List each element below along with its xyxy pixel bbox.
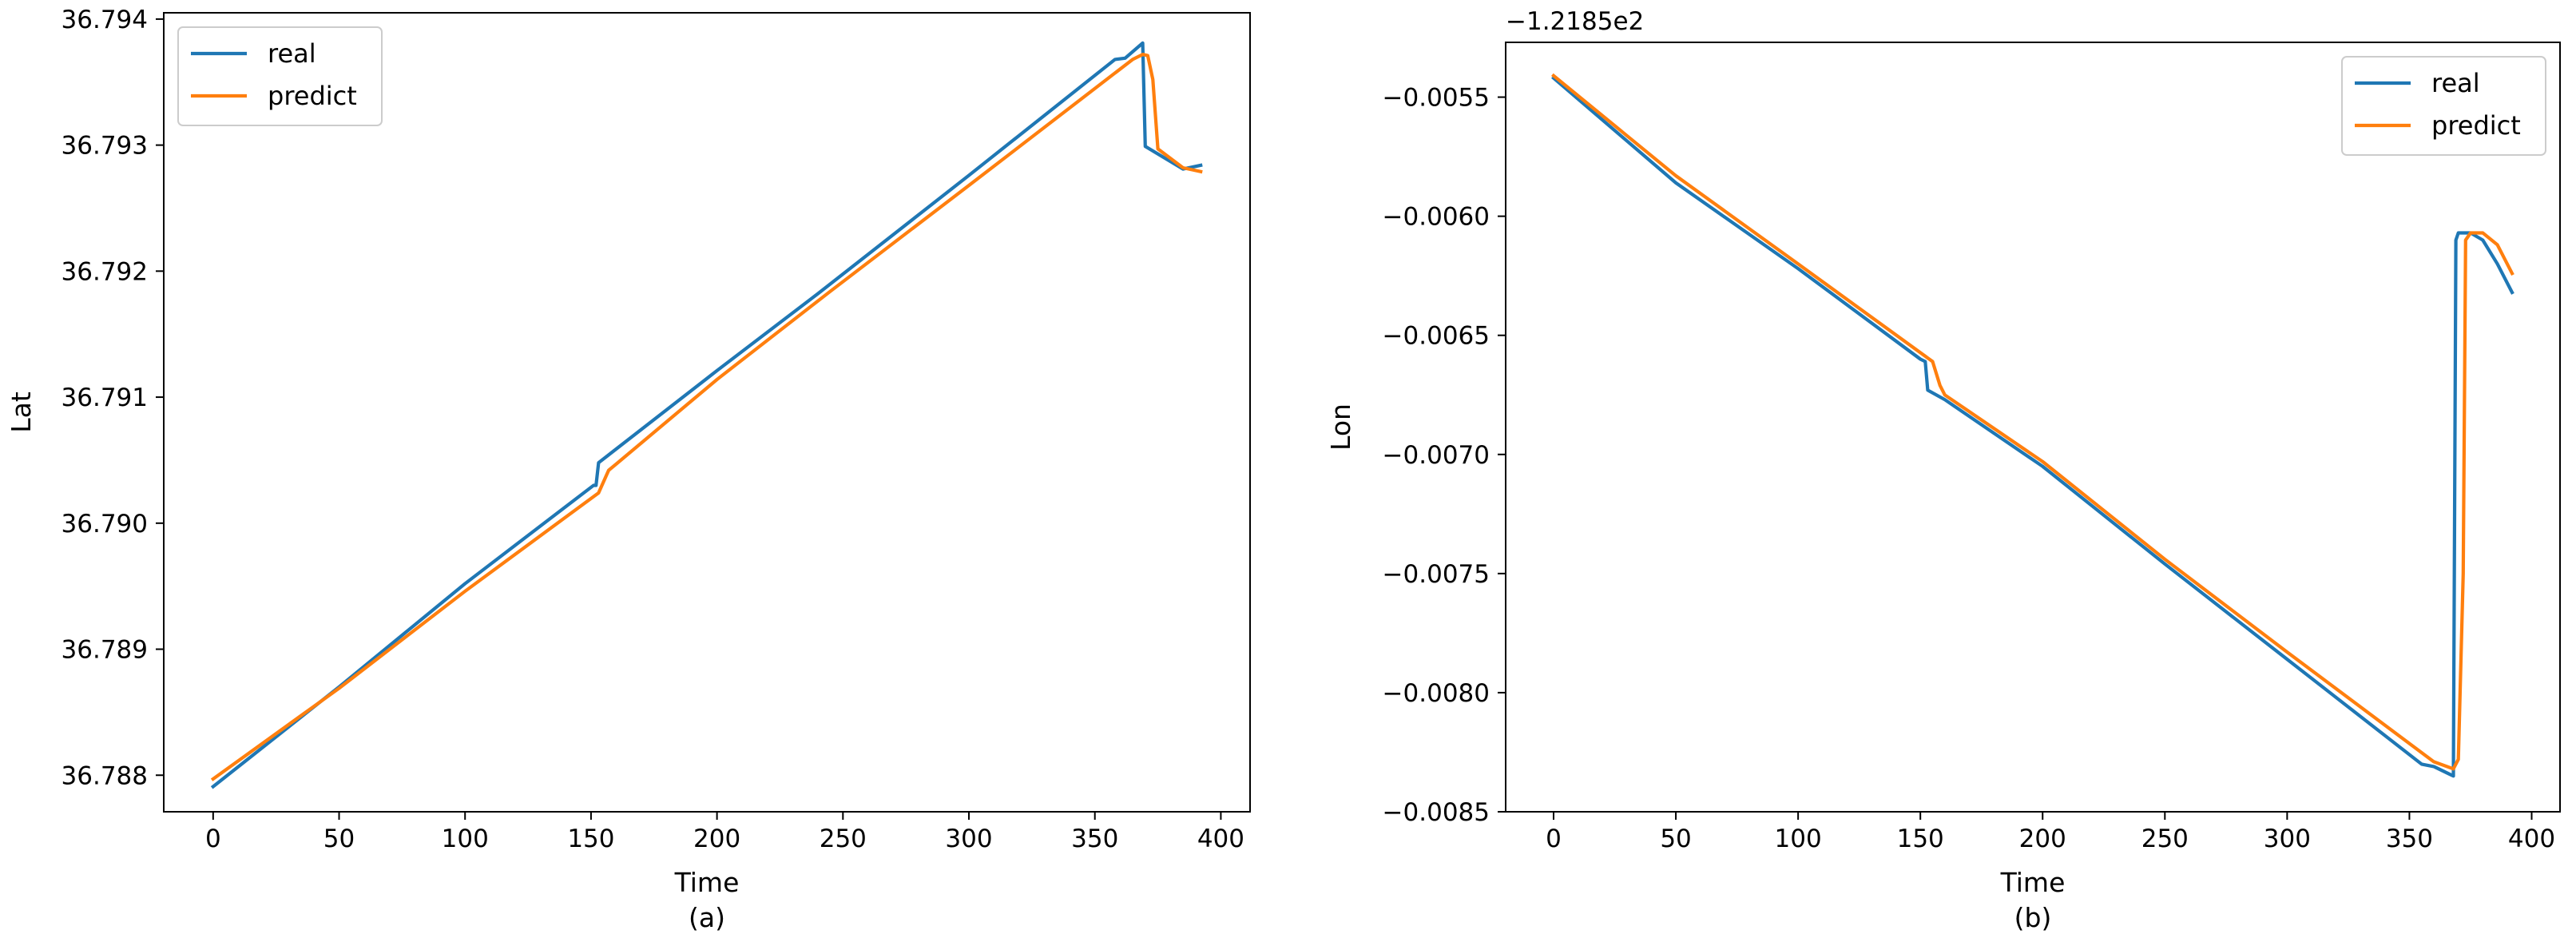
right-offset-text: −1.2185e2 <box>1506 7 1644 36</box>
right-y-tick-label: −0.0075 <box>1383 560 1490 589</box>
left-y-tick-label: 36.789 <box>62 636 148 665</box>
left-x-tick-label: 50 <box>323 825 355 853</box>
left-legend-label-predict: predict <box>268 81 357 111</box>
right-x-tick-label: 100 <box>1775 825 1822 853</box>
right-y-tick-label: −0.0070 <box>1383 441 1490 470</box>
right-series-real-line <box>1551 75 2514 778</box>
left-y-tick-label: 36.793 <box>62 132 148 161</box>
right-x-tick-label: 350 <box>2386 825 2433 853</box>
right-chart: 0 50 100 150 200 250 300 350 400 −0.0085 −0.0080 −0… <box>1325 7 2561 933</box>
left-x-tick-label: 400 <box>1197 825 1244 853</box>
right-y-tick-label: −0.0060 <box>1383 203 1490 232</box>
left-chart: 0 50 100 150 200 250 300 350 400 36.788 36.789 36.7… <box>6 6 1251 933</box>
left-y-tick-label: 36.794 <box>62 6 148 34</box>
left-x-tick-label: 350 <box>1071 825 1118 853</box>
left-x-tick-label: 300 <box>945 825 992 853</box>
right-x-tick-label: 300 <box>2264 825 2311 853</box>
left-x-tick-label: 200 <box>693 825 740 853</box>
right-caption: (b) <box>2014 902 2052 933</box>
right-series-predict-line <box>1551 73 2514 771</box>
left-series-real-line <box>210 41 1203 789</box>
left-legend: real predict <box>177 26 383 126</box>
left-x-tick-label: 250 <box>820 825 867 853</box>
left-caption: (a) <box>689 902 725 933</box>
right-axes-frame <box>1505 42 2561 813</box>
left-legend-label-real: real <box>268 38 316 69</box>
right-x-tick-label: 50 <box>1660 825 1691 853</box>
right-x-tick-label: 400 <box>2508 825 2555 853</box>
left-x-tick-label: 150 <box>567 825 614 853</box>
left-x-tick-label: 0 <box>205 825 221 853</box>
right-legend-box <box>2341 56 2546 156</box>
right-y-axis-label: Lon <box>1325 403 1356 451</box>
right-y-tick-label: −0.0065 <box>1383 322 1490 351</box>
right-y-tick-label: −0.0055 <box>1383 84 1490 113</box>
right-legend: real predict <box>2341 56 2546 156</box>
left-y-tick-label: 36.790 <box>62 510 148 539</box>
right-legend-label-real: real <box>2431 68 2480 98</box>
right-x-axis-label: Time <box>2000 867 2066 898</box>
left-y-tick-label: 36.791 <box>62 384 148 412</box>
right-x-tick-label: 250 <box>2141 825 2189 853</box>
right-y-tick-label: −0.0085 <box>1383 798 1490 827</box>
left-series-predict-line <box>210 52 1203 781</box>
left-x-tick-label: 100 <box>442 825 489 853</box>
left-y-tick-label: 36.788 <box>62 761 148 790</box>
left-axes-frame <box>163 12 1251 813</box>
right-x-tick-label: 200 <box>2019 825 2066 853</box>
left-y-axis-label: Lat <box>6 391 37 433</box>
left-x-axis-label: Time <box>674 867 740 898</box>
left-y-tick-label: 36.792 <box>62 257 148 286</box>
right-x-tick-label: 150 <box>1897 825 1944 853</box>
right-y-tick-label: −0.0080 <box>1383 679 1490 708</box>
left-legend-box <box>177 26 383 126</box>
right-legend-label-predict: predict <box>2431 110 2521 141</box>
right-x-tick-label: 0 <box>1546 825 1562 853</box>
